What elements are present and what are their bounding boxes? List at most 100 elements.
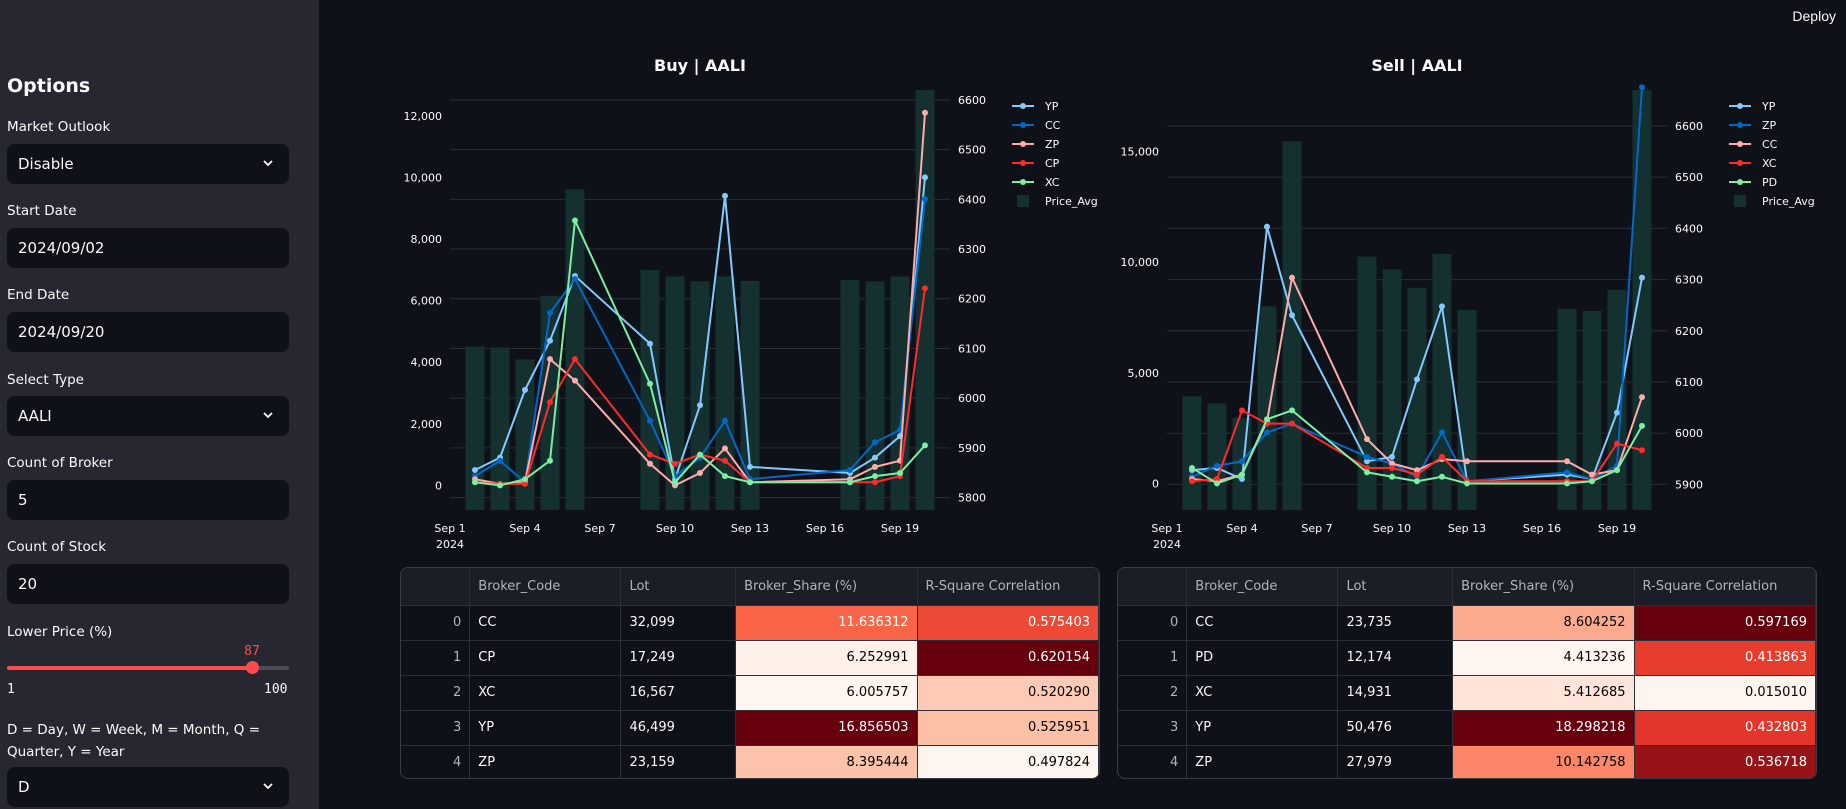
series-point-yp bbox=[1389, 453, 1395, 460]
series-point-cc bbox=[1289, 274, 1295, 281]
column-header[interactable]: Broker_Code bbox=[469, 568, 622, 606]
broker-code-cell: CC bbox=[1186, 605, 1339, 641]
y-tick-label: 15,000 bbox=[1121, 145, 1160, 158]
series-point-zp bbox=[1214, 462, 1220, 469]
row-index: 0 bbox=[1118, 605, 1188, 641]
series-point-cp bbox=[722, 457, 728, 464]
lower-price-slider-value: 87 bbox=[244, 644, 260, 659]
legend-label-xc: XC bbox=[1762, 157, 1777, 170]
legend-label-cp: CP bbox=[1045, 157, 1060, 170]
count-broker-input[interactable]: 5 bbox=[7, 480, 289, 520]
series-point-xc bbox=[572, 217, 578, 224]
y-tick-label: 10,000 bbox=[404, 171, 443, 184]
slider-thumb[interactable] bbox=[245, 661, 259, 674]
series-point-pd bbox=[1189, 464, 1195, 471]
select-type-select[interactable]: AALI bbox=[7, 396, 289, 436]
end-date-input[interactable]: 2024/09/20 bbox=[7, 312, 289, 352]
series-point-yp bbox=[1614, 409, 1620, 416]
column-header[interactable]: Lot bbox=[620, 568, 737, 606]
column-header[interactable]: Lot bbox=[1337, 568, 1454, 606]
series-point-cc bbox=[1464, 458, 1470, 465]
deploy-button[interactable]: Deploy bbox=[1792, 8, 1836, 24]
y2-tick-label: 6400 bbox=[1675, 222, 1703, 235]
column-header[interactable]: R-Square Correlation bbox=[917, 568, 1099, 606]
column-header[interactable]: Broker_Share (%) bbox=[735, 568, 918, 606]
price-avg-bar bbox=[1357, 256, 1377, 510]
series-point-pd bbox=[1289, 407, 1295, 414]
lot-cell: 23,735 bbox=[1337, 605, 1454, 641]
column-header[interactable]: R-Square Correlation bbox=[1634, 568, 1816, 606]
broker-share-cell: 5.412685 bbox=[1452, 675, 1635, 711]
y-tick-label: 8,000 bbox=[411, 233, 443, 246]
legend-marker bbox=[1737, 160, 1743, 166]
series-point-pd bbox=[1564, 480, 1570, 487]
series-point-pd bbox=[1239, 471, 1245, 478]
series-point-zp bbox=[922, 109, 928, 116]
lot-cell: 32,099 bbox=[620, 605, 737, 641]
sell-broker-table: Broker_Code Lot Broker_Share (%) R-Square C… bbox=[1117, 567, 1817, 779]
slider-fill bbox=[7, 666, 252, 670]
market-outlook-select[interactable]: Disable bbox=[7, 144, 289, 184]
row-index: 2 bbox=[1118, 675, 1188, 711]
r-square-cell: 0.597169 bbox=[1634, 605, 1816, 641]
price-avg-bar bbox=[1432, 253, 1452, 511]
price-avg-bar bbox=[640, 269, 660, 510]
count-stock-input[interactable]: 20 bbox=[7, 564, 289, 604]
price-avg-bar bbox=[1207, 403, 1227, 510]
price-avg-bar bbox=[740, 280, 760, 510]
broker-code-cell: XC bbox=[469, 675, 622, 711]
series-point-yp bbox=[1364, 458, 1370, 465]
legend-swatch-price-avg bbox=[1017, 195, 1029, 207]
y2-tick-label: 6000 bbox=[1675, 427, 1703, 440]
start-date-input[interactable]: 2024/09/02 bbox=[7, 228, 289, 268]
price-avg-bar bbox=[1582, 310, 1602, 510]
x-tick-label: Sep 13 bbox=[1448, 522, 1486, 535]
series-line-cc bbox=[474, 198, 926, 485]
broker-share-cell: 8.604252 bbox=[1452, 605, 1635, 641]
x-tick-label: Sep 16 bbox=[806, 522, 844, 535]
broker-code-cell: YP bbox=[469, 710, 622, 746]
broker-share-cell: 6.005757 bbox=[735, 675, 918, 711]
legend-label-zp: ZP bbox=[1762, 119, 1777, 132]
y-tick-label: 4,000 bbox=[411, 356, 443, 369]
lot-cell: 17,249 bbox=[620, 640, 737, 676]
lower-price-slider[interactable] bbox=[7, 661, 289, 674]
price-avg-bar bbox=[715, 276, 735, 510]
series-line-zp bbox=[1191, 87, 1643, 483]
select-type-label: Select Type bbox=[7, 372, 84, 388]
column-header[interactable]: Broker_Share (%) bbox=[1452, 568, 1635, 606]
series-point-yp bbox=[1439, 303, 1445, 310]
series-point-xc bbox=[1389, 464, 1395, 471]
series-point-pd bbox=[1389, 473, 1395, 480]
price-avg-bar bbox=[1282, 141, 1302, 510]
y2-tick-label: 6100 bbox=[958, 342, 986, 355]
broker-code-cell: ZP bbox=[1186, 745, 1339, 778]
price-avg-bar bbox=[1607, 289, 1627, 510]
legend-label-yp: YP bbox=[1761, 100, 1776, 113]
lot-cell: 46,499 bbox=[620, 710, 737, 746]
table-row: 3 YP 50,476 18.298218 0.432803 bbox=[1118, 710, 1816, 746]
price-avg-bar bbox=[465, 346, 485, 510]
series-point-xc bbox=[922, 442, 928, 449]
broker-share-cell: 18.298218 bbox=[1452, 710, 1635, 746]
market-outlook-label: Market Outlook bbox=[7, 119, 111, 135]
period-select[interactable]: D bbox=[7, 767, 289, 807]
series-point-yp bbox=[547, 337, 553, 344]
legend-label-yp: YP bbox=[1044, 100, 1059, 113]
column-header[interactable] bbox=[401, 568, 471, 606]
series-point-xc bbox=[1189, 478, 1195, 485]
x-tick-label: Sep 19 bbox=[881, 522, 919, 535]
period-label: D = Day, W = Week, M = Month, Q = Quarte… bbox=[7, 722, 261, 760]
legend-marker bbox=[1020, 141, 1026, 147]
series-point-yp bbox=[647, 340, 653, 347]
x-tick-label: Sep 4 bbox=[1226, 522, 1257, 535]
y-tick-label: 12,000 bbox=[404, 110, 443, 123]
r-square-cell: 0.575403 bbox=[917, 605, 1099, 641]
column-header[interactable]: Broker_Code bbox=[1186, 568, 1339, 606]
period-value: D bbox=[18, 778, 30, 796]
series-point-yp bbox=[697, 402, 703, 409]
column-header[interactable] bbox=[1118, 568, 1188, 606]
buy-chart: Buy | AALI 5800 5900 6000 6100 6200 6300 6400 65… bbox=[400, 40, 1100, 560]
x-tick-label: Sep 7 bbox=[584, 522, 615, 535]
lower-price-label: Lower Price (%) bbox=[7, 624, 113, 640]
